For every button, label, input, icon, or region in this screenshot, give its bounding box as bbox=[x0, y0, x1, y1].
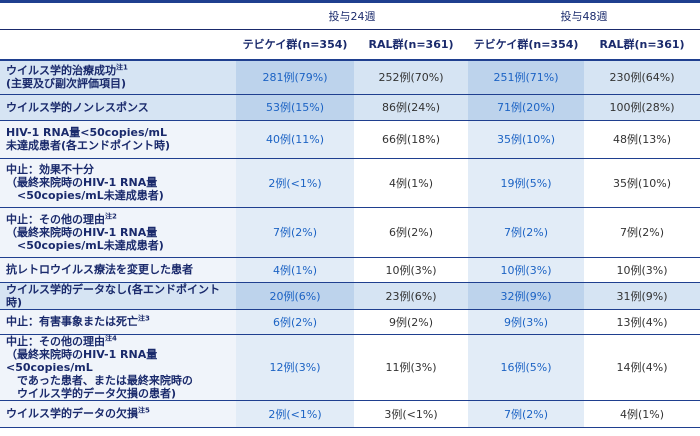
table-row: 中止：有害事象または死亡注3 6例(2%) 9例(2%) 9例(3%) 13例(4%) bbox=[0, 309, 700, 335]
cell-teb-48: 19例(5%) bbox=[468, 158, 584, 208]
cell-teb-48: 16例(5%) bbox=[468, 334, 584, 401]
cell-teb-24: 2例(<1%) bbox=[236, 400, 354, 428]
header-week48: 投与48週 bbox=[468, 3, 700, 30]
cell-ral-24: 11例(3%) bbox=[354, 334, 468, 401]
table-row: 抗レトロウイルス療法を変更した患者 4例(1%) 10例(3%) 10例(3%) 10例… bbox=[0, 257, 700, 283]
row-label: ウイルス学的データなし(各エンドポイント時) bbox=[0, 282, 236, 310]
row-label-main: 中止：その他の理由 bbox=[6, 334, 105, 348]
cell-teb-24: 40例(11%) bbox=[236, 120, 354, 159]
cell-ral-48: 10例(3%) bbox=[584, 257, 700, 283]
cell-ral-24: 86例(24%) bbox=[354, 94, 468, 121]
row-label-main: ウイルス学的治療成功 bbox=[6, 64, 116, 78]
table-row: ウイルス学的データなし(各エンドポイント時) 20例(6%) 23例(6%) 32例(… bbox=[0, 282, 700, 310]
row-label-main: ウイルス学的ノンレスポンス bbox=[6, 100, 149, 114]
cell-teb-24: 2例(<1%) bbox=[236, 158, 354, 208]
row-label-main: 中止：有害事象または死亡 bbox=[6, 315, 138, 328]
row-label-sub: 未達成患者(各エンドポイント時) bbox=[6, 139, 171, 152]
cell-ral-48: 4例(1%) bbox=[584, 400, 700, 428]
cell-ral-48: 48例(13%) bbox=[584, 120, 700, 159]
cell-ral-48: 13例(4%) bbox=[584, 309, 700, 335]
cell-ral-48: 7例(2%) bbox=[584, 207, 700, 258]
row-label-main: HIV-1 RNA量<50copies/mL bbox=[6, 126, 167, 139]
table-row: 中止：その他の理由注4 （最終来院時のHIV-1 RNA量<50copies/mL… bbox=[0, 333, 700, 401]
row-label-main: ウイルス学的データなし(各エンドポイント時) bbox=[6, 282, 221, 309]
cell-teb-48: 9例(3%) bbox=[468, 309, 584, 335]
header-ral-48: RAL群(n=361) bbox=[584, 29, 700, 61]
cell-ral-48: 230例(64%) bbox=[584, 60, 700, 95]
header-row-weeks: 投与24週 投与48週 bbox=[0, 3, 700, 30]
results-table: 投与24週 投与48週 テビケイ群(n=354) RAL群(n=361) テビケ… bbox=[0, 3, 700, 428]
cell-teb-48: 7例(2%) bbox=[468, 207, 584, 258]
cell-teb-24: 7例(2%) bbox=[236, 207, 354, 258]
cell-ral-24: 4例(1%) bbox=[354, 158, 468, 208]
cell-teb-24: 20例(6%) bbox=[236, 282, 354, 310]
cell-ral-48: 14例(4%) bbox=[584, 334, 700, 401]
header-spacer bbox=[0, 3, 236, 29]
row-label-sub: （最終来院時のHIV-1 RNA量 <50copies/mL未達成患者) bbox=[6, 176, 164, 202]
cell-teb-24: 281例(79%) bbox=[236, 60, 354, 95]
row-label-footnote: 注5 bbox=[138, 406, 150, 415]
cell-teb-48: 7例(2%) bbox=[468, 400, 584, 428]
row-label-sub: （最終来院時のHIV-1 RNA量 <50copies/mL未達成患者) bbox=[6, 225, 164, 252]
table-row: ウイルス学的治療成功注1 (主要及び副次評価項目) 281例(79%) 252例(70… bbox=[0, 60, 700, 95]
cell-teb-48: 251例(71%) bbox=[468, 60, 584, 95]
cell-ral-48: 35例(10%) bbox=[584, 158, 700, 208]
row-label: 中止：有害事象または死亡注3 bbox=[0, 309, 236, 335]
cell-teb-48: 35例(10%) bbox=[468, 120, 584, 159]
header-spacer-2 bbox=[0, 29, 236, 61]
cell-ral-48: 100例(28%) bbox=[584, 94, 700, 121]
cell-ral-24: 10例(3%) bbox=[354, 257, 468, 283]
header-week24: 投与24週 bbox=[236, 3, 468, 30]
header-teb-48: テビケイ群(n=354) bbox=[468, 29, 584, 61]
cell-ral-48: 31例(9%) bbox=[584, 282, 700, 310]
header-row-groups: テビケイ群(n=354) RAL群(n=361) テビケイ群(n=354) RA… bbox=[0, 29, 700, 61]
row-label: ウイルス学的治療成功注1 (主要及び副次評価項目) bbox=[0, 60, 236, 95]
cell-ral-24: 252例(70%) bbox=[354, 60, 468, 95]
table-row: ウイルス学的データの欠損注5 2例(<1%) 3例(<1%) 7例(2%) 4例(1%) bbox=[0, 400, 700, 428]
header-ral-24: RAL群(n=361) bbox=[354, 29, 468, 61]
cell-ral-24: 9例(2%) bbox=[354, 309, 468, 335]
row-label-main: 中止：効果不十分 bbox=[6, 163, 94, 176]
row-label-sub: (主要及び副次評価項目) bbox=[6, 77, 127, 91]
row-label: 中止：その他の理由注2 （最終来院時のHIV-1 RNA量 <50copies/m… bbox=[0, 207, 236, 258]
row-label-main: 抗レトロウイルス療法を変更した患者 bbox=[6, 263, 193, 276]
row-label-footnote: 注4 bbox=[105, 333, 117, 342]
table-row: 中止：効果不十分 （最終来院時のHIV-1 RNA量 <50copies/mL未達… bbox=[0, 158, 700, 208]
cell-teb-24: 53例(15%) bbox=[236, 94, 354, 121]
row-label-footnote: 注2 bbox=[105, 211, 117, 220]
top-accent-bar bbox=[0, 0, 700, 3]
row-label-footnote: 注1 bbox=[116, 63, 128, 72]
row-label: ウイルス学的ノンレスポンス bbox=[0, 94, 236, 121]
cell-teb-48: 10例(3%) bbox=[468, 257, 584, 283]
row-label-footnote: 注3 bbox=[138, 314, 150, 323]
cell-ral-24: 66例(18%) bbox=[354, 120, 468, 159]
cell-ral-24: 23例(6%) bbox=[354, 282, 468, 310]
cell-teb-24: 12例(3%) bbox=[236, 334, 354, 401]
cell-ral-24: 6例(2%) bbox=[354, 207, 468, 258]
row-label-sub: （最終来院時のHIV-1 RNA量<50copies/mL であった患者、または… bbox=[6, 347, 193, 400]
cell-teb-48: 32例(9%) bbox=[468, 282, 584, 310]
table-row: 中止：その他の理由注2 （最終来院時のHIV-1 RNA量 <50copies/m… bbox=[0, 207, 700, 258]
cell-ral-24: 3例(<1%) bbox=[354, 400, 468, 428]
row-label: 抗レトロウイルス療法を変更した患者 bbox=[0, 257, 236, 283]
header-teb-24: テビケイ群(n=354) bbox=[236, 29, 354, 61]
row-label-main: 中止：その他の理由 bbox=[6, 212, 105, 226]
row-label: 中止：その他の理由注4 （最終来院時のHIV-1 RNA量<50copies/mL… bbox=[0, 333, 236, 401]
row-label: HIV-1 RNA量<50copies/mL 未達成患者(各エンドポイント時) bbox=[0, 120, 236, 159]
cell-teb-48: 71例(20%) bbox=[468, 94, 584, 121]
table-row: ウイルス学的ノンレスポンス 53例(15%) 86例(24%) 71例(20%) 100… bbox=[0, 94, 700, 121]
row-label: 中止：効果不十分 （最終来院時のHIV-1 RNA量 <50copies/mL未達… bbox=[0, 158, 236, 208]
cell-teb-24: 4例(1%) bbox=[236, 257, 354, 283]
row-label: ウイルス学的データの欠損注5 bbox=[0, 400, 236, 428]
row-label-main: ウイルス学的データの欠損 bbox=[6, 407, 138, 420]
cell-teb-24: 6例(2%) bbox=[236, 309, 354, 335]
table-row: HIV-1 RNA量<50copies/mL 未達成患者(各エンドポイント時) 40… bbox=[0, 120, 700, 159]
